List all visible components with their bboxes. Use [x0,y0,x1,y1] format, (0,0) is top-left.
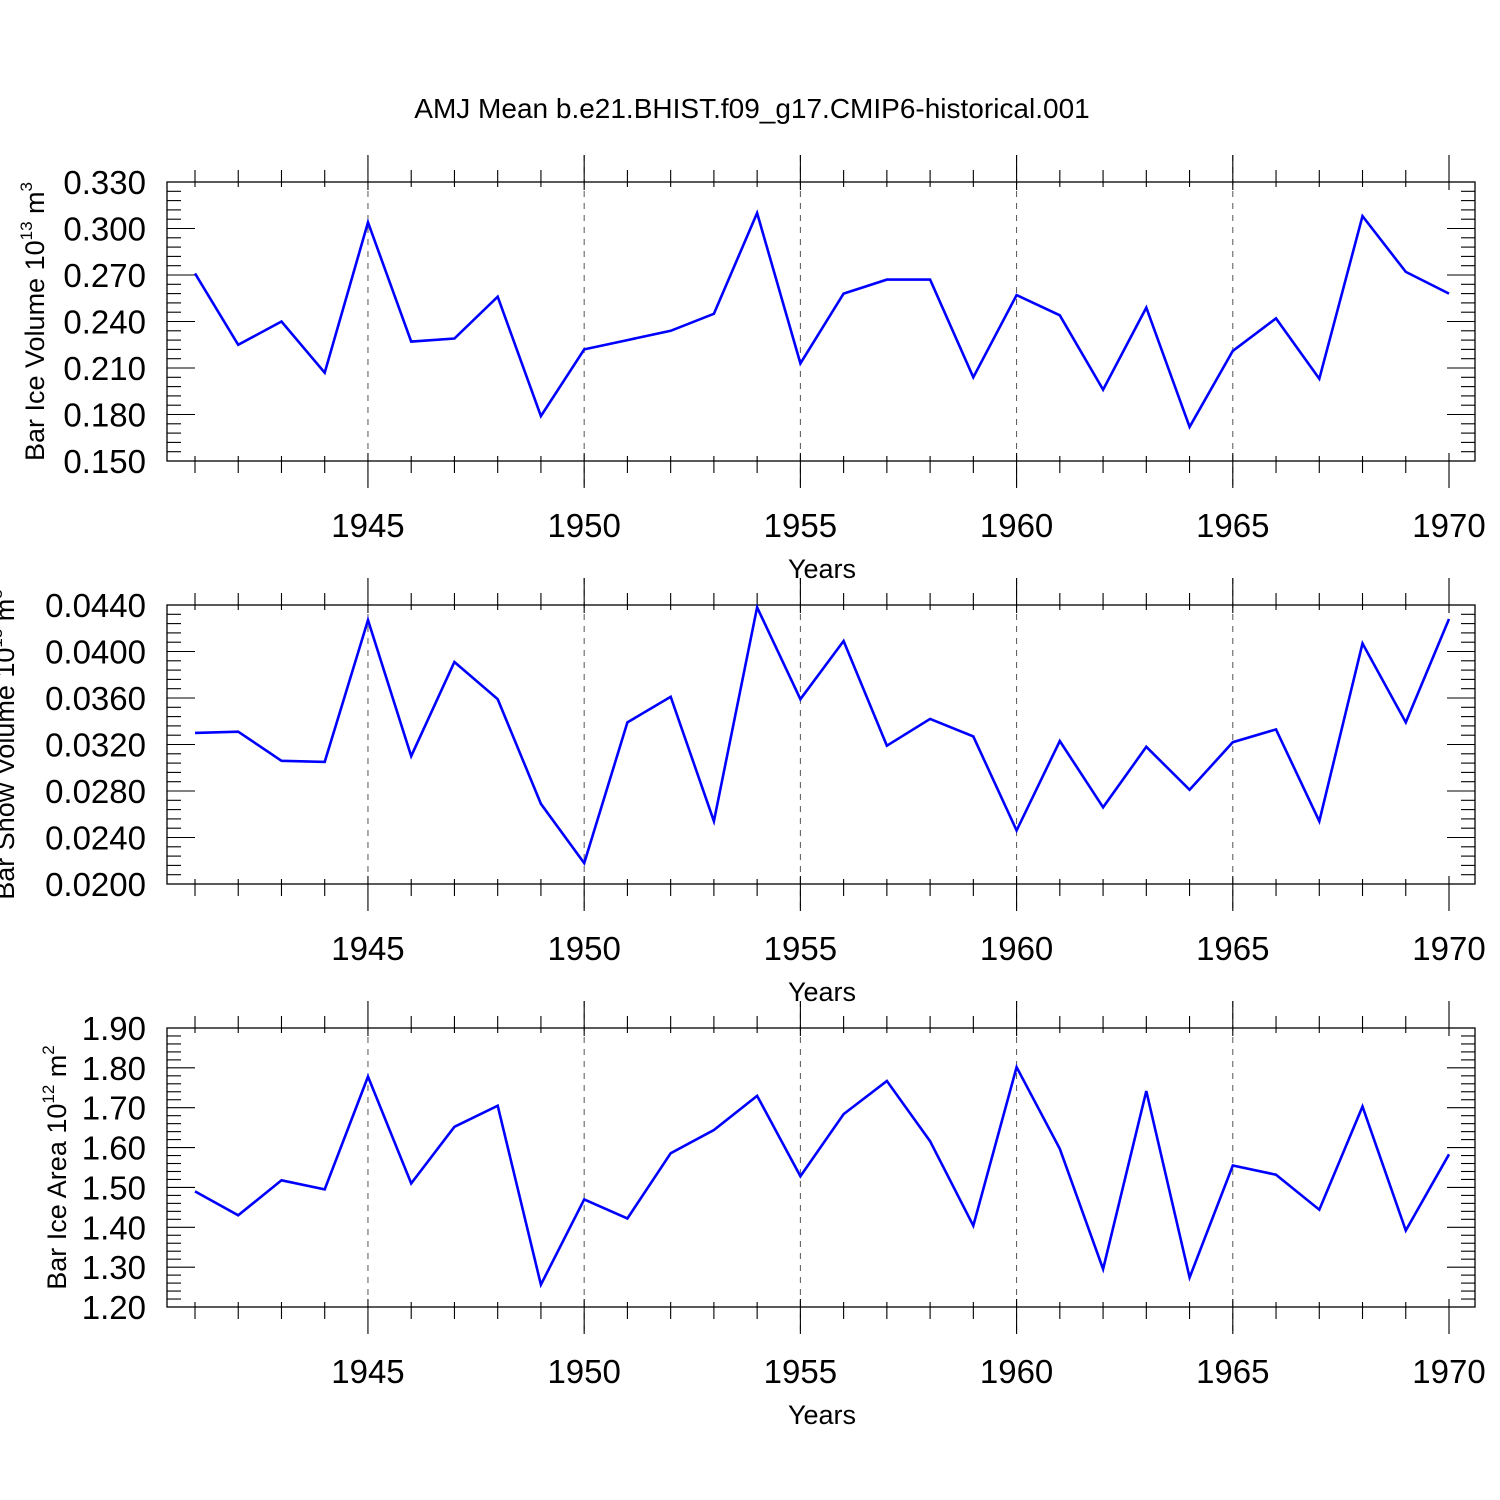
x-tick-label: 1965 [1196,1353,1269,1390]
y-tick-label: 0.0360 [45,680,146,717]
y-tick-label: 0.150 [63,443,146,480]
x-tick-label: 1950 [547,930,620,967]
x-tick-label: 1955 [764,1353,837,1390]
x-tick-label: 1955 [764,507,837,544]
series-line [194,603,1451,866]
x-tick-label: 1965 [1196,930,1269,967]
x-tick-label: 1945 [331,1353,404,1390]
y-tick-label: 1.50 [82,1169,146,1206]
y-tick-label: 1.90 [82,1010,146,1047]
x-tick-label: 1945 [331,930,404,967]
y-tick-label: 1.80 [82,1050,146,1087]
y-tick-label: 0.0320 [45,727,146,764]
x-tick-label: 1965 [1196,507,1269,544]
x-tick-label: 1945 [331,507,404,544]
y-tick-label: 1.40 [82,1209,146,1246]
series-line [194,1063,1451,1289]
x-axis-label: Years [788,554,856,584]
x-tick-label: 1960 [980,930,1053,967]
y-tick-label: 0.0440 [45,587,146,624]
y-tick-label: 1.70 [82,1090,146,1127]
y-tick-label: 0.180 [63,397,146,434]
panel-ice-volume: 1945 1950 1955 1960 1965 1970 Years 0.150 0.180 0… [17,155,1486,584]
panel-snow-volume: 1945 1950 1955 1960 1965 1970 Years 0.0200 0.024… [0,578,1486,1007]
y-tick-label: 1.30 [82,1249,146,1286]
x-tick-label: 1970 [1412,507,1485,544]
panel-ice-area: 1945 1950 1955 1960 1965 1970 Years 1.201.301.4… [39,1001,1486,1430]
x-tick-label: 1970 [1412,930,1485,967]
y-tick-label: 0.0240 [45,820,146,857]
y-tick-label: 1.60 [82,1130,146,1167]
x-tick-label: 1960 [980,507,1053,544]
plot-frame [166,1027,1476,1308]
x-axis-label: Years [788,1400,856,1430]
series-line [193,209,1450,430]
y-tick-label: 0.210 [63,350,146,387]
x-tick-label: 1950 [547,1353,620,1390]
y-tick-label: 0.0400 [45,634,146,671]
y-tick-label: 1.20 [82,1289,146,1326]
y-tick-label: 0.240 [63,304,146,341]
y-axis-label: Bar Ice Volume 1013 m3 [17,182,50,461]
x-tick-label: 1960 [980,1353,1053,1390]
y-tick-label: 0.270 [63,257,146,294]
y-axis-label: Bar Ice Area 1012 m2 [39,1045,72,1290]
x-tick-label: 1970 [1412,1353,1485,1390]
plot-frame [166,604,1476,885]
x-tick-label: 1955 [764,930,837,967]
y-tick-label: 0.330 [63,164,146,201]
y-tick-label: 0.300 [63,211,146,248]
x-axis-label: Years [788,977,856,1007]
y-tick-label: 0.0200 [45,866,146,903]
x-tick-label: 1950 [547,507,620,544]
y-axis-label: Bar Snow Volume 1013 m3 [0,589,20,900]
chart-title: AMJ Mean b.e21.BHIST.f09_g17.CMIP6-histo… [414,93,1089,124]
y-tick-label: 0.0280 [45,773,146,810]
